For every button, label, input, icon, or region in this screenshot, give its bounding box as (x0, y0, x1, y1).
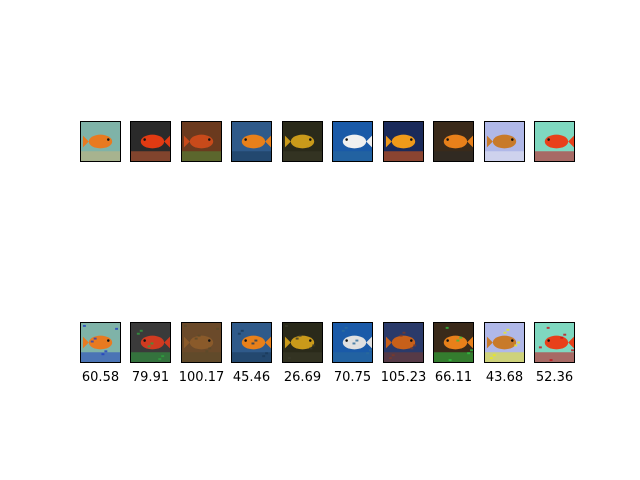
score-label: 43.68 (485, 370, 524, 385)
original-goldfish-image-10 (534, 121, 575, 162)
score-label: 100.17 (178, 370, 225, 385)
score-label: 66.11 (434, 370, 473, 385)
original-goldfish-image-8 (433, 121, 474, 162)
original-goldfish-image-6 (332, 121, 373, 162)
original-goldfish-image-3 (181, 121, 222, 162)
perturbed-goldfish-image-10 (534, 322, 575, 363)
perturbed-goldfish-image-5 (282, 322, 323, 363)
score-label: 52.36 (535, 370, 574, 385)
perturbed-goldfish-image-3 (181, 322, 222, 363)
perturbed-goldfish-image-4 (231, 322, 272, 363)
perturbed-goldfish-image-9 (484, 322, 525, 363)
original-goldfish-image-7 (383, 121, 424, 162)
perturbed-goldfish-image-6 (332, 322, 373, 363)
original-goldfish-image-2 (130, 121, 171, 162)
original-goldfish-image-4 (231, 121, 272, 162)
perturbed-goldfish-image-8 (433, 322, 474, 363)
score-label: 45.46 (232, 370, 271, 385)
perturbed-goldfish-image-2 (130, 322, 171, 363)
original-goldfish-image-1 (80, 121, 121, 162)
score-label: 26.69 (283, 370, 322, 385)
score-label: 105.23 (380, 370, 427, 385)
score-label: 79.91 (131, 370, 170, 385)
original-goldfish-image-9 (484, 121, 525, 162)
original-goldfish-image-5 (282, 121, 323, 162)
score-label: 70.75 (333, 370, 372, 385)
perturbed-goldfish-image-7 (383, 322, 424, 363)
score-label: 60.58 (81, 370, 120, 385)
perturbed-goldfish-image-1 (80, 322, 121, 363)
